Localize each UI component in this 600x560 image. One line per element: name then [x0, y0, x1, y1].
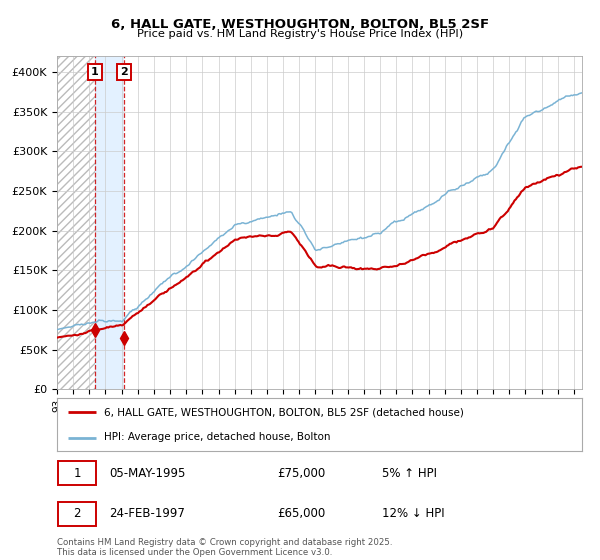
Text: 1: 1 — [73, 466, 80, 480]
Bar — [95, 56, 124, 389]
Text: 2: 2 — [73, 507, 80, 520]
Text: 1: 1 — [91, 67, 99, 77]
FancyBboxPatch shape — [58, 502, 96, 526]
Text: 6, HALL GATE, WESTHOUGHTON, BOLTON, BL5 2SF: 6, HALL GATE, WESTHOUGHTON, BOLTON, BL5 … — [111, 18, 489, 31]
Text: 05-MAY-1995: 05-MAY-1995 — [110, 466, 186, 480]
Text: £75,000: £75,000 — [277, 466, 326, 480]
Text: 2: 2 — [120, 67, 128, 77]
Text: 6, HALL GATE, WESTHOUGHTON, BOLTON, BL5 2SF (detached house): 6, HALL GATE, WESTHOUGHTON, BOLTON, BL5 … — [104, 408, 464, 418]
Bar — [57, 56, 95, 389]
Text: 5% ↑ HPI: 5% ↑ HPI — [383, 466, 437, 480]
Text: Contains HM Land Registry data © Crown copyright and database right 2025.
This d: Contains HM Land Registry data © Crown c… — [57, 538, 392, 557]
Text: Price paid vs. HM Land Registry's House Price Index (HPI): Price paid vs. HM Land Registry's House … — [137, 29, 463, 39]
Text: 24-FEB-1997: 24-FEB-1997 — [110, 507, 185, 520]
FancyBboxPatch shape — [58, 461, 96, 485]
Text: 12% ↓ HPI: 12% ↓ HPI — [383, 507, 445, 520]
Text: £65,000: £65,000 — [277, 507, 326, 520]
Text: HPI: Average price, detached house, Bolton: HPI: Average price, detached house, Bolt… — [104, 432, 331, 442]
